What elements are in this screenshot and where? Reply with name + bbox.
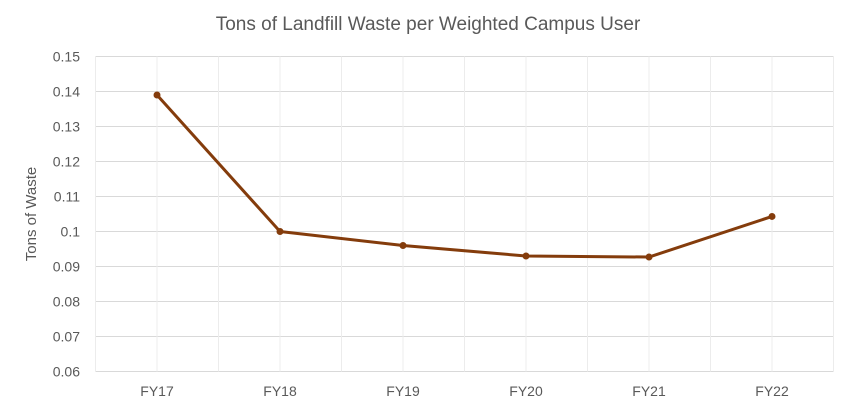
gridlines (95, 56, 834, 372)
data-point (276, 228, 284, 235)
data-point (522, 252, 530, 260)
x-tick-label: FY21 (632, 383, 666, 399)
x-axis-ticks: FY17 FY18 FY19 FY20 FY21 FY22 (140, 383, 789, 399)
x-tick-label: FY20 (509, 383, 543, 399)
y-tick-label: 0.06 (53, 364, 80, 380)
y-tick-label: 0.09 (53, 259, 80, 275)
data-point (399, 242, 407, 249)
y-tick-label: 0.12 (53, 154, 80, 170)
y-tick-label: 0.07 (53, 329, 80, 345)
y-tick-label: 0.14 (53, 84, 80, 100)
x-tick-label: FY17 (140, 383, 174, 399)
data-point (768, 212, 776, 220)
x-tick-label: FY18 (263, 383, 297, 399)
x-tick-label: FY22 (755, 383, 789, 399)
series-layer (153, 91, 776, 261)
series-line (155, 93, 773, 259)
y-tick-label: 0.11 (54, 189, 80, 205)
y-tick-label: 0.15 (53, 49, 80, 65)
data-point (153, 91, 161, 99)
y-tick-label: 0.1 (61, 224, 81, 240)
y-tick-label: 0.08 (53, 294, 80, 310)
y-axis-ticks: 0.06 0.07 0.08 0.09 0.1 0.11 0.12 0.13 0.14 0.15 (53, 49, 80, 380)
x-tick-label: FY19 (386, 383, 420, 399)
chart-title: Tons of Landfill Waste per Weighted Camp… (216, 14, 641, 35)
y-axis-label: Tons of Waste (23, 167, 40, 261)
data-point (645, 253, 653, 261)
y-tick-label: 0.13 (53, 119, 80, 135)
